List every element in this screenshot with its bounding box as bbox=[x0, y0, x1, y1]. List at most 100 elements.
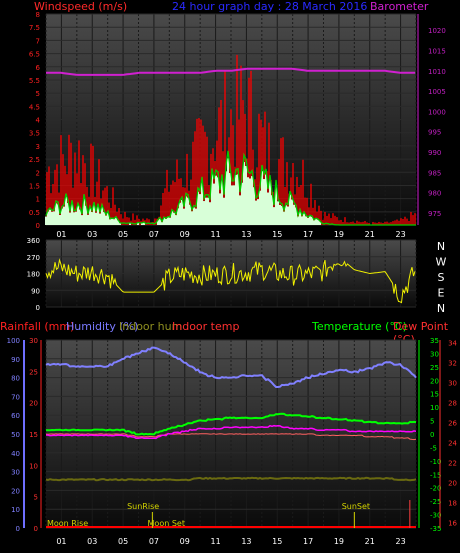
hour-tick-label: 05 bbox=[118, 537, 128, 546]
dewpoint-tick-label: 34 bbox=[448, 340, 457, 348]
wind-tick-label: 0.5 bbox=[29, 209, 40, 217]
sunset-label: SunSet bbox=[342, 502, 370, 511]
hour-tick-label: 11 bbox=[210, 537, 220, 546]
rainfall-tick-label: 0 bbox=[34, 525, 38, 533]
humidity-tick-label: 70 bbox=[11, 393, 20, 401]
humidity-tick-label: 60 bbox=[11, 412, 20, 420]
hour-tick-label: 07 bbox=[149, 537, 159, 546]
barometer-tick-label: 1005 bbox=[428, 88, 446, 96]
temperature-tick-label: 5 bbox=[430, 418, 434, 426]
hour-tick-label: 19 bbox=[334, 537, 344, 546]
temperature-tick-label: -25 bbox=[430, 498, 441, 506]
humidity-tick-label: 50 bbox=[11, 431, 20, 439]
barometer-tick-label: 1020 bbox=[428, 27, 446, 35]
humidity-label: Humidity (%) bbox=[66, 320, 139, 333]
humidity-tick-label: 10 bbox=[11, 506, 20, 514]
hour-tick-label: 15 bbox=[272, 537, 282, 546]
wind-tick-label: 3.5 bbox=[29, 130, 40, 138]
direction-line bbox=[45, 258, 416, 304]
compass-label: N bbox=[437, 302, 445, 315]
rainfall-tick-label: 10 bbox=[29, 462, 38, 470]
temperature-tick-label: 15 bbox=[430, 391, 439, 399]
humidity-tick-label: 20 bbox=[11, 487, 20, 495]
temperature-tick-label: 0 bbox=[430, 431, 434, 439]
barometer-tick-label: 980 bbox=[428, 190, 441, 198]
wind-tick-label: 1 bbox=[36, 196, 40, 204]
temperature-tick-label: 35 bbox=[430, 337, 439, 345]
hour-tick-label: 17 bbox=[303, 230, 313, 239]
barometer-tick-label: 1015 bbox=[428, 48, 446, 56]
wind-tick-label: 2.5 bbox=[29, 156, 40, 164]
temperature-tick-label: -20 bbox=[430, 485, 441, 493]
temperature-tick-label: -15 bbox=[430, 471, 441, 479]
humidity-tick-label: 100 bbox=[7, 337, 20, 345]
wind-tick-label: 4 bbox=[36, 117, 41, 125]
hour-tick-label: 09 bbox=[180, 537, 190, 546]
wind-tick-label: 8 bbox=[36, 11, 40, 19]
dewpoint-tick-label: 20 bbox=[448, 480, 457, 488]
temperature-tick-label: 20 bbox=[430, 377, 439, 385]
wind-tick-label: 5 bbox=[36, 90, 40, 98]
temperature-tick-label: 25 bbox=[430, 364, 439, 372]
dewpoint-tick-label: 22 bbox=[448, 460, 457, 468]
direction-tick-label: 270 bbox=[27, 254, 40, 262]
direction-tick-label: 0 bbox=[36, 304, 40, 312]
dewpoint-tick-label: 18 bbox=[448, 500, 457, 508]
barometer-tick-label: 985 bbox=[428, 169, 441, 177]
moonrise-label: Moon Rise bbox=[47, 519, 88, 528]
wind-tick-label: 5.5 bbox=[29, 77, 40, 85]
hour-tick-label: 07 bbox=[149, 230, 159, 239]
barometer-tick-label: 975 bbox=[428, 210, 441, 218]
moonset-label: Moon Set bbox=[148, 519, 185, 528]
compass-label: W bbox=[436, 256, 447, 269]
temperature-tick-label: -30 bbox=[430, 512, 441, 520]
compass-label: N bbox=[437, 240, 445, 253]
dewpoint-line bbox=[45, 424, 417, 440]
humidity-line bbox=[45, 346, 417, 388]
hour-tick-label: 21 bbox=[365, 230, 375, 239]
barometer-tick-label: 990 bbox=[428, 149, 441, 157]
windspeed-label: Windspeed (m/s) bbox=[34, 0, 128, 13]
wind-tick-label: 2 bbox=[36, 169, 40, 177]
graph-title: 24 hour graph day : 28 March 2016 bbox=[172, 0, 368, 13]
hour-tick-label: 15 bbox=[272, 230, 282, 239]
hour-tick-label: 09 bbox=[180, 230, 190, 239]
direction-tick-label: 90 bbox=[31, 287, 40, 295]
sunrise-label: SunRise bbox=[127, 502, 159, 511]
hour-tick-label: 05 bbox=[118, 230, 128, 239]
indoor-hum-label: Indoor hum bbox=[119, 320, 183, 333]
rainfall-tick-label: 30 bbox=[29, 337, 38, 345]
hour-tick-label: 21 bbox=[365, 537, 375, 546]
dewpoint-tick-label: 26 bbox=[448, 420, 457, 428]
barometer-tick-label: 1000 bbox=[428, 108, 446, 116]
rainfall-tick-label: 15 bbox=[29, 431, 38, 439]
hour-tick-label: 23 bbox=[395, 230, 405, 239]
hour-tick-label: 01 bbox=[56, 230, 66, 239]
indoor-temp-label: Indoor temp bbox=[172, 320, 240, 333]
hour-tick-label: 03 bbox=[87, 537, 97, 546]
humidity-tick-label: 30 bbox=[11, 469, 20, 477]
dewpoint-tick-label: 30 bbox=[448, 380, 457, 388]
humidity-tick-label: 80 bbox=[11, 375, 20, 383]
temperature-tick-label: 30 bbox=[430, 350, 439, 358]
dewpoint-tick-label: 24 bbox=[448, 440, 457, 448]
hour-tick-label: 19 bbox=[334, 230, 344, 239]
hour-tick-label: 11 bbox=[210, 230, 220, 239]
hour-tick-label: 17 bbox=[303, 537, 313, 546]
temperature-tick-label: -5 bbox=[430, 444, 437, 452]
humidity-tick-label: 90 bbox=[11, 356, 20, 364]
hour-tick-label: 13 bbox=[241, 537, 251, 546]
wind-tick-label: 7.5 bbox=[29, 24, 40, 32]
rainfall-tick-label: 5 bbox=[34, 494, 38, 502]
hour-tick-label: 13 bbox=[241, 230, 251, 239]
hour-tick-label: 23 bbox=[395, 537, 405, 546]
average-wind-line bbox=[45, 150, 416, 226]
temperature-tick-label: -10 bbox=[430, 458, 441, 466]
rainfall-label: Rainfall (mm) bbox=[0, 320, 75, 333]
temperature-tick-label: -35 bbox=[430, 525, 441, 533]
humidity-tick-label: 0 bbox=[16, 525, 20, 533]
barometer-tick-label: 1010 bbox=[428, 68, 446, 76]
wind-tick-label: 6.5 bbox=[29, 51, 40, 59]
